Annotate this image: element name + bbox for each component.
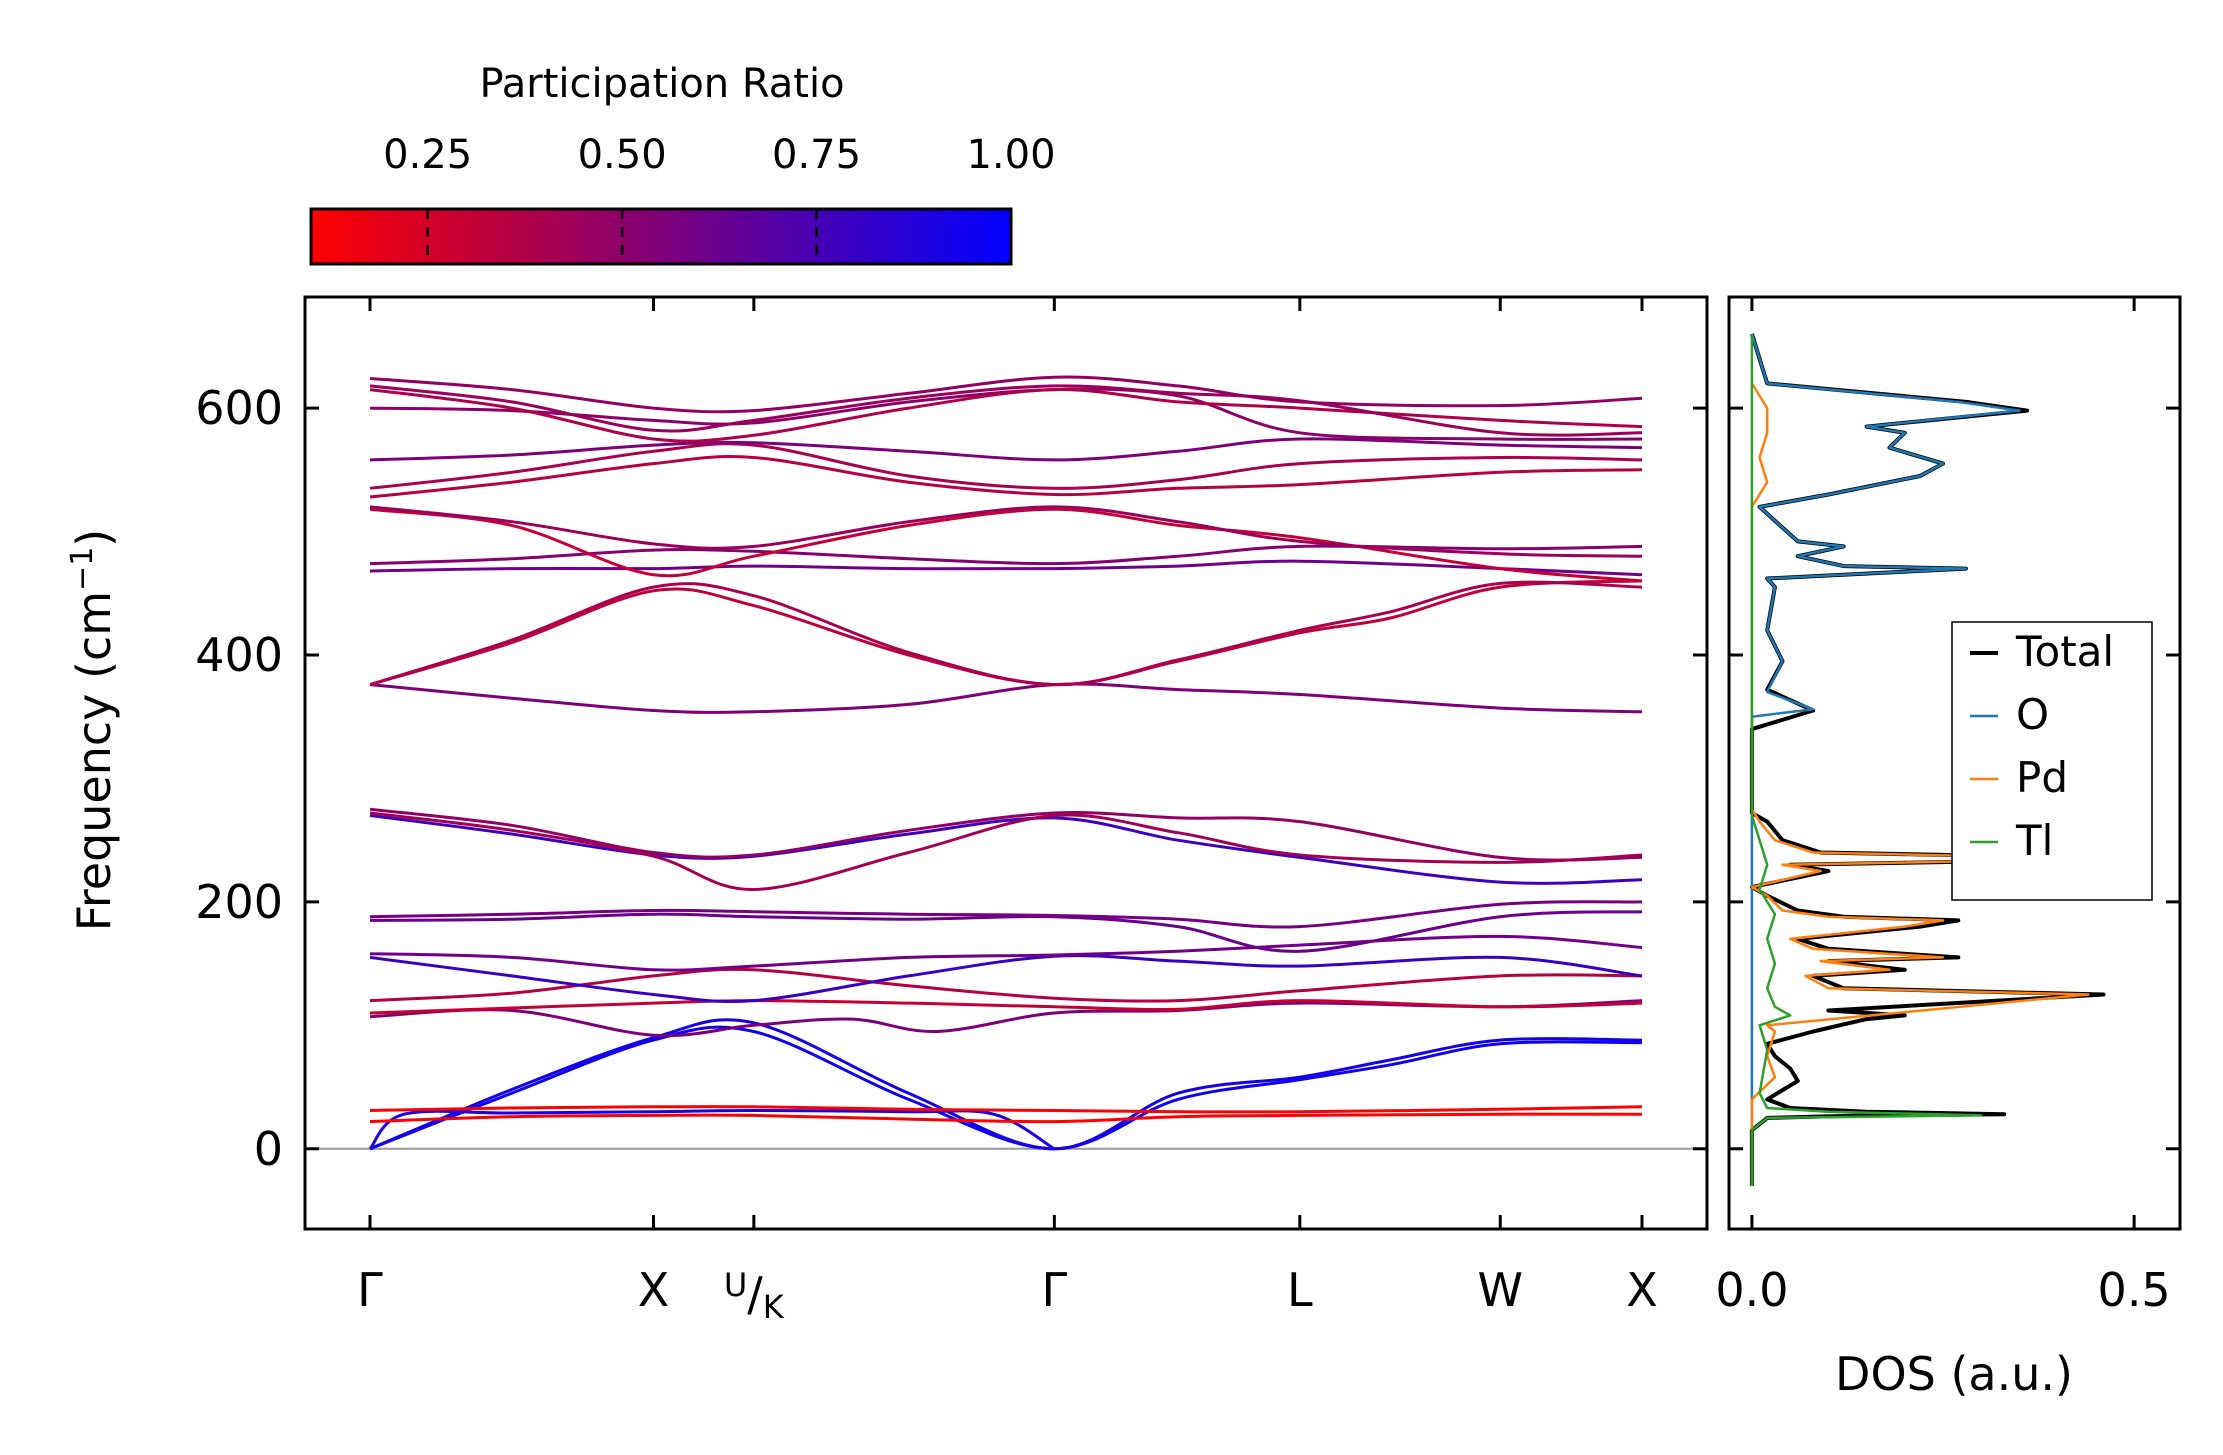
y-tick-label: 600 — [195, 381, 283, 435]
band-mode-110 — [369, 999, 1643, 1015]
colorbar-title: Participation Ratio — [479, 61, 844, 107]
k-point-label: Γ — [1042, 1263, 1068, 1317]
y-axis-label: Frequency (cm−1) — [65, 529, 121, 932]
dos-ticks: 0.0 0.5 — [1715, 297, 2180, 1317]
colorbar-gradient — [309, 207, 1013, 266]
band-y-ticks: 0 200 400 600 — [195, 381, 1707, 1176]
colorbar-ticks: 0.25 0.50 0.75 1.00 — [383, 132, 1056, 264]
dos-axes-frame — [1727, 295, 2182, 1231]
colorbar-tick-label: 1.00 — [966, 132, 1055, 178]
legend-label-total: Total — [2015, 627, 2114, 676]
dos-x-tick-label: 0.0 — [1715, 1263, 1788, 1317]
band-mode-558 — [369, 437, 1643, 462]
band-mode-275 — [369, 807, 1643, 862]
legend-label-o: O — [2016, 690, 2049, 739]
band-acoustic-2 — [369, 1018, 1643, 1151]
band-lines — [368, 375, 1643, 1151]
k-point-label: L — [1287, 1263, 1313, 1317]
band-mode-270 — [369, 814, 1643, 885]
band-mode-185 — [369, 910, 1643, 953]
dos-x-tick-label: 0.5 — [2098, 1263, 2171, 1317]
colorbar-tick-label: 0.50 — [578, 132, 667, 178]
legend-label-tl: Tl — [2015, 816, 2053, 865]
dos-line-o — [1750, 333, 2021, 1186]
band-tl-low-1 — [369, 1112, 1643, 1124]
band-mode-618 — [369, 384, 1643, 437]
band-mode-468 — [369, 559, 1643, 577]
band-mode-158 — [369, 934, 1643, 972]
y-tick-label: 400 — [195, 628, 283, 682]
band-tl-low-2 — [369, 1105, 1643, 1114]
dos-panel: 0.0 0.5 DOS (a.u.) Total O Pd Tl — [1715, 295, 2182, 1401]
k-point-label: W — [1478, 1263, 1523, 1317]
band-mode-535 — [369, 442, 1643, 490]
legend-label-pd: Pd — [2016, 753, 2068, 802]
band-kpoint-ticks: Γ X U/K Γ L W X — [357, 297, 1658, 1326]
band-mode-105 — [369, 999, 1643, 1038]
band-mode-376c — [369, 580, 1643, 687]
band-mode-528 — [369, 455, 1643, 499]
dos-lines — [1749, 333, 2137, 1186]
band-mode-518b — [369, 505, 1643, 558]
band-mode-474 — [369, 544, 1643, 566]
k-point-label: Γ — [357, 1263, 383, 1317]
band-acoustic-1 — [369, 1025, 1643, 1151]
k-point-label: U/K — [724, 1266, 785, 1326]
y-tick-label: 200 — [195, 875, 283, 929]
y-tick-label: 0 — [254, 1122, 283, 1176]
x-axis-label-dos: DOS (a.u.) — [1835, 1347, 2073, 1401]
band-axes-frame — [303, 295, 1709, 1231]
band-mode-376a — [369, 682, 1643, 714]
dos-line-tl — [1750, 334, 1983, 1186]
k-point-label: X — [1626, 1263, 1658, 1317]
band-mode-624 — [369, 375, 1643, 414]
colorbar: Participation Ratio 0.25 0.50 0.75 1.00 — [309, 61, 1056, 266]
legend: Total O Pd Tl — [1951, 621, 2153, 901]
band-mode-272 — [369, 811, 1643, 892]
band-mode-615 — [369, 388, 1643, 443]
k-point-label: X — [638, 1263, 670, 1317]
legend-entries: Total O Pd Tl — [1970, 627, 2114, 865]
band-mode-518a — [369, 507, 1643, 583]
colorbar-tick-label: 0.75 — [772, 132, 861, 178]
colorbar-tick-label: 0.25 — [383, 132, 472, 178]
band-mode-rise — [369, 954, 1643, 1004]
band-mode-376b — [369, 579, 1643, 687]
band-structure-panel: 0 200 400 600 Γ X U/K Γ L W X Frequency (cm−1) — [65, 295, 1709, 1326]
legend-box — [1951, 621, 2153, 901]
band-mode-188 — [369, 900, 1643, 929]
band-mode-120 — [369, 967, 1643, 1003]
